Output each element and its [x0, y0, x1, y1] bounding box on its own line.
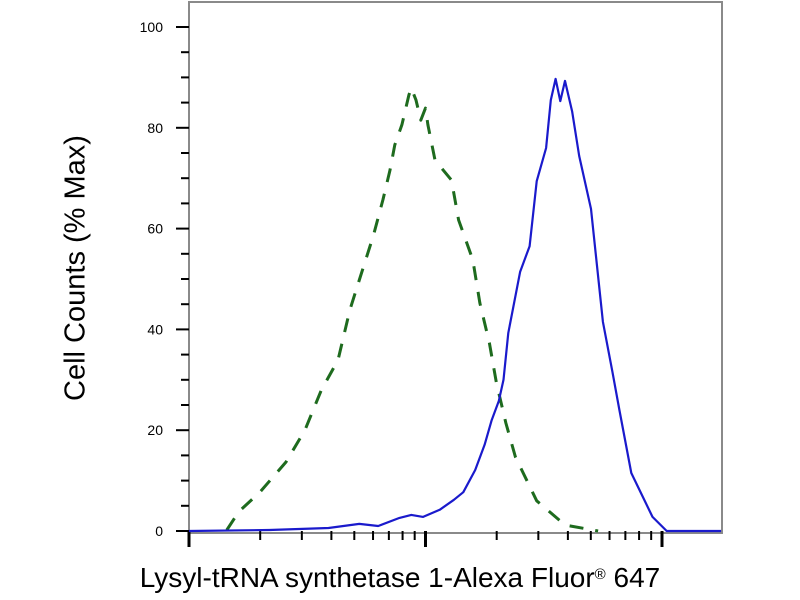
registered-mark: ® [594, 566, 606, 583]
y-tick-label: 60 [147, 221, 163, 237]
x-axis-label-text: Lysyl-tRNA synthetase 1-Alexa Fluor [139, 562, 595, 593]
sample-histogram-line [188, 77, 722, 533]
plot-frame [188, 1, 723, 534]
control-histogram-line [225, 86, 599, 533]
x-axis-label-suffix: 647 [613, 562, 661, 593]
y-tick-label: 100 [140, 19, 164, 35]
y-tick-label: 80 [147, 120, 163, 136]
y-tick-label: 20 [147, 422, 163, 438]
x-axis-label: Lysyl-tRNA synthetase 1-Alexa Fluor® 647 [140, 562, 660, 594]
y-axis-label: Cell Counts (% Max) [59, 135, 92, 401]
y-tick-label: 40 [147, 321, 163, 337]
y-tick-label: 0 [155, 523, 163, 539]
